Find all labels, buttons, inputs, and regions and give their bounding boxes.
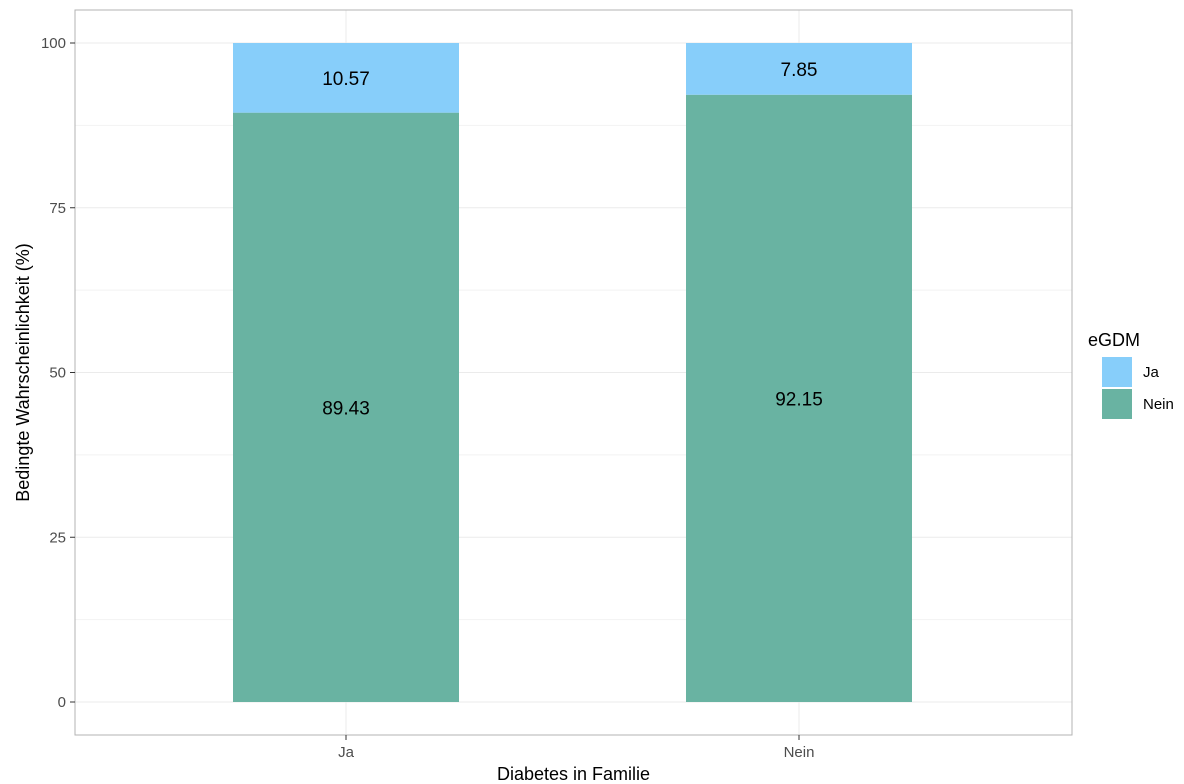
y-tick-label: 75 [49,200,66,217]
data-label: 92.15 [775,389,823,410]
y-tick-label: 50 [49,365,66,382]
data-label: 89.43 [322,398,370,419]
legend-label-ja: Ja [1143,364,1160,381]
legend-title: eGDM [1088,330,1140,350]
bar-nein-ja [686,43,912,95]
data-label: 10.57 [322,69,370,90]
data-labels: 89.43 10.57 92.15 7.85 [322,60,823,419]
x-axis-title: Diabetes in Familie [497,764,650,784]
legend-swatch-nein [1102,389,1132,419]
bar-ja-nein [233,112,459,702]
x-axis: Ja Nein [338,735,814,761]
y-tick-label: 25 [49,529,66,546]
grid-lines [75,10,1072,735]
x-tick-label: Ja [338,744,355,761]
y-tick-label: 0 [58,694,66,711]
data-label: 7.85 [781,60,818,81]
bars [233,43,912,702]
bar-nein-nein [686,94,912,702]
y-axis-title: Bedingte Wahrscheinlichkeit (%) [13,243,33,501]
bar-ja-ja [233,43,459,113]
y-axis: 0 25 50 75 100 [41,35,75,711]
legend-swatch-ja [1102,357,1132,387]
y-tick-label: 100 [41,35,66,52]
legend: eGDM Ja Nein [1088,330,1174,419]
x-tick-label: Nein [784,744,815,761]
legend-label-nein: Nein [1143,396,1174,413]
